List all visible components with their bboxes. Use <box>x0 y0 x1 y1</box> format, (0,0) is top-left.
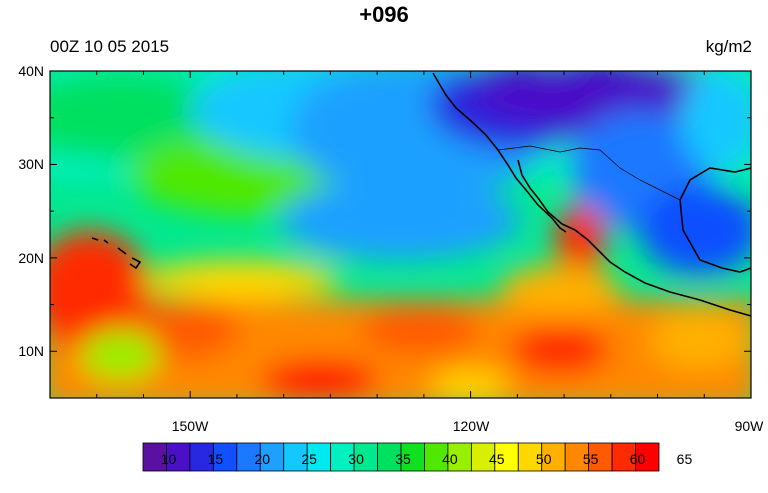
axis-ticks <box>49 70 752 399</box>
colorbar-label: 25 <box>301 451 317 467</box>
lon-label-120w: 120W <box>452 418 490 434</box>
forecast-hour-title: +096 <box>359 2 409 27</box>
colorbar-label: 45 <box>489 451 505 467</box>
colorbar-label: 65 <box>676 451 693 467</box>
lat-label-30n: 30N <box>18 156 44 172</box>
colorbar-label: 40 <box>442 451 458 467</box>
colorbar-label: 35 <box>395 451 411 467</box>
lat-label-10n: 10N <box>18 343 44 359</box>
colorbar-label: 15 <box>207 451 224 467</box>
colorbar-label: 30 <box>348 451 364 467</box>
colorbar-swatch <box>635 442 660 472</box>
valid-time-label: 00Z 10 05 2015 <box>50 37 170 56</box>
lat-label-20n: 20N <box>18 250 44 266</box>
colorbar-label: 55 <box>582 451 599 467</box>
colorbar-label: 50 <box>535 451 552 467</box>
lon-label-90w: 90W <box>734 418 764 434</box>
units-label: kg/m2 <box>705 37 752 56</box>
lat-label-40n: 40N <box>18 63 44 79</box>
colorbar-label: 60 <box>629 451 646 467</box>
colorbar <box>142 442 660 472</box>
lon-label-150w: 150W <box>171 418 209 434</box>
map-frame <box>49 70 752 399</box>
colorbar-label: 20 <box>254 451 271 467</box>
border-overlay <box>497 145 681 201</box>
field-fill <box>50 71 751 398</box>
coastline-overlay <box>91 72 751 317</box>
colorbar-label: 10 <box>160 451 177 467</box>
